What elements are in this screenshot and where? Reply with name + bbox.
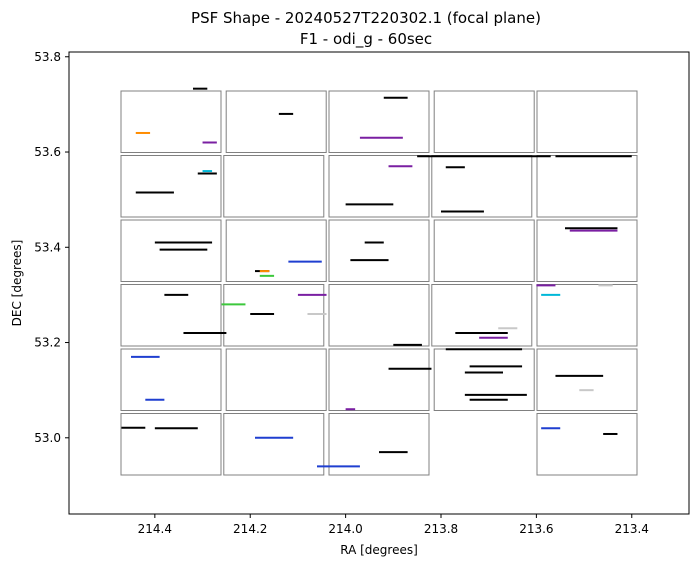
ota-outline	[536, 90, 638, 153]
x-tick-label: 214.0	[328, 522, 362, 536]
y-axis-label: DEC [degrees]	[10, 240, 24, 327]
chart-subtitle: F1 - odi_g - 60sec	[300, 30, 432, 49]
ota-outline	[223, 155, 325, 218]
y-tick-label: 53.8	[34, 50, 61, 64]
ota-outline	[536, 284, 638, 347]
ota-outline	[328, 219, 430, 282]
ota-outline	[225, 348, 327, 411]
ota-outline	[328, 90, 430, 153]
ota-outline	[328, 348, 430, 411]
ota-outline	[120, 348, 222, 411]
y-axis: 53.0 53.2 53.4 53.6 53.8	[34, 50, 69, 445]
ota-outline	[536, 413, 638, 476]
ota-outline	[433, 219, 535, 282]
ota-outline	[225, 90, 327, 153]
ota-outline	[120, 284, 222, 347]
x-tick-label: 214.2	[233, 522, 267, 536]
ota-outline	[328, 284, 430, 347]
y-tick-label: 53.6	[34, 145, 61, 159]
ota-outline	[433, 90, 535, 153]
ota-outline	[328, 413, 430, 476]
x-tick-label: 213.4	[615, 522, 649, 536]
y-tick-label: 53.2	[34, 336, 61, 350]
ota-outline	[328, 155, 430, 218]
ota-outline	[120, 155, 222, 218]
ota-outline	[536, 219, 638, 282]
plot-background	[69, 52, 689, 514]
ota-outline	[120, 413, 222, 476]
ota-outline	[223, 413, 325, 476]
psf-whiskers	[121, 87, 632, 468]
ota-outline	[120, 219, 222, 282]
ota-outline	[223, 284, 325, 347]
chart-title: PSF Shape - 20240527T220302.1 (focal pla…	[191, 9, 541, 27]
x-tick-label: 214.4	[138, 522, 172, 536]
ota-outline	[431, 284, 533, 347]
x-tick-label: 213.8	[424, 522, 458, 536]
ota-outline	[120, 90, 222, 153]
y-tick-label: 53.4	[34, 240, 61, 254]
ota-grid	[120, 90, 638, 476]
plot-frame	[68, 51, 690, 515]
x-axis-label: RA [degrees]	[340, 543, 418, 557]
x-tick-label: 213.6	[519, 522, 553, 536]
y-tick-label: 53.0	[34, 431, 61, 445]
plot-area	[68, 51, 690, 515]
ota-outline	[536, 348, 638, 411]
ota-outline	[225, 219, 327, 282]
x-axis: 214.4 214.2 214.0 213.8 213.6 213.4	[138, 514, 649, 536]
